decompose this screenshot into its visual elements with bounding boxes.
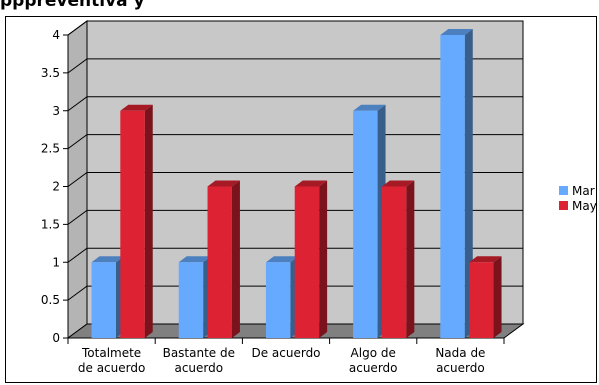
bar-front (178, 262, 204, 338)
y-tick-label: 0 (52, 331, 60, 345)
bar-top (381, 180, 415, 187)
y-tick-label: 0.5 (41, 293, 60, 307)
bar-may-1 (120, 104, 153, 338)
bar-may-2 (207, 180, 240, 338)
bar-may-4 (381, 180, 415, 338)
legend-label-mar: Mar (572, 184, 595, 198)
gridline (67, 20, 523, 36)
bar-side (319, 180, 328, 338)
legend-label-may: May (572, 199, 597, 213)
bar-front (469, 262, 494, 338)
chart-bars (91, 29, 502, 338)
bar-front (207, 186, 232, 338)
y-tick-label: 3.5 (41, 66, 60, 80)
bar-top (469, 256, 502, 263)
bar-top (207, 180, 240, 187)
bar-mar-3 (265, 256, 299, 338)
bar-side (464, 29, 473, 338)
bar-top (120, 104, 153, 111)
x-category-label: Bastante de acuerdo (163, 346, 235, 375)
legend-swatch-mar (559, 186, 568, 195)
bar-side (144, 104, 153, 338)
bar-front (381, 186, 407, 338)
chart-frame: Totalmete de acuerdo Bastante de acuerdo De … (5, 16, 597, 383)
bar-front (265, 262, 291, 338)
y-axis-labels: 0 0.5 1 1.5 2 2.5 3 3.5 4 (41, 28, 60, 345)
y-tick-label: 4 (52, 28, 60, 42)
bar-side (493, 256, 502, 338)
bar-mar-2 (178, 256, 212, 338)
bar-top (294, 180, 328, 187)
x-category-label: Algo de acuerdo (349, 346, 398, 375)
x-category-label: De acuerdo (251, 346, 320, 360)
bar-top (178, 256, 212, 263)
bar-top (91, 256, 124, 263)
page-title: pppreventiva y (0, 0, 145, 11)
y-tick-label: 2 (52, 180, 60, 194)
bar-front (294, 186, 320, 338)
x-category-label: Totalmete de acuerdo (78, 346, 145, 375)
gridline (67, 96, 523, 112)
bar-side (231, 180, 240, 338)
gridline (67, 58, 523, 74)
bar-front (353, 110, 378, 338)
y-tick-label: 3 (52, 104, 60, 118)
y-tick-label: 2.5 (41, 142, 60, 156)
bar-may-5 (469, 256, 502, 338)
bar-chart: Totalmete de acuerdo Bastante de acuerdo De … (41, 20, 597, 375)
legend-swatch-may (559, 201, 568, 210)
bar-front (120, 110, 145, 338)
bar-top (265, 256, 299, 263)
bar-top (440, 29, 473, 35)
bar-top (353, 104, 386, 111)
bar-front (91, 262, 116, 338)
y-tick-label: 1 (52, 255, 60, 269)
bar-mar-5 (440, 29, 473, 338)
y-tick-label: 1.5 (41, 217, 60, 231)
bar-side (406, 180, 415, 338)
bar-may-3 (294, 180, 328, 338)
x-category-label: Nada de acuerdo (435, 346, 485, 375)
bar-mar-1 (91, 256, 124, 338)
bar-front (440, 35, 465, 338)
bar-mar-4 (353, 104, 386, 338)
x-axis-labels: Totalmete de acuerdo Bastante de acuerdo De … (78, 346, 486, 375)
